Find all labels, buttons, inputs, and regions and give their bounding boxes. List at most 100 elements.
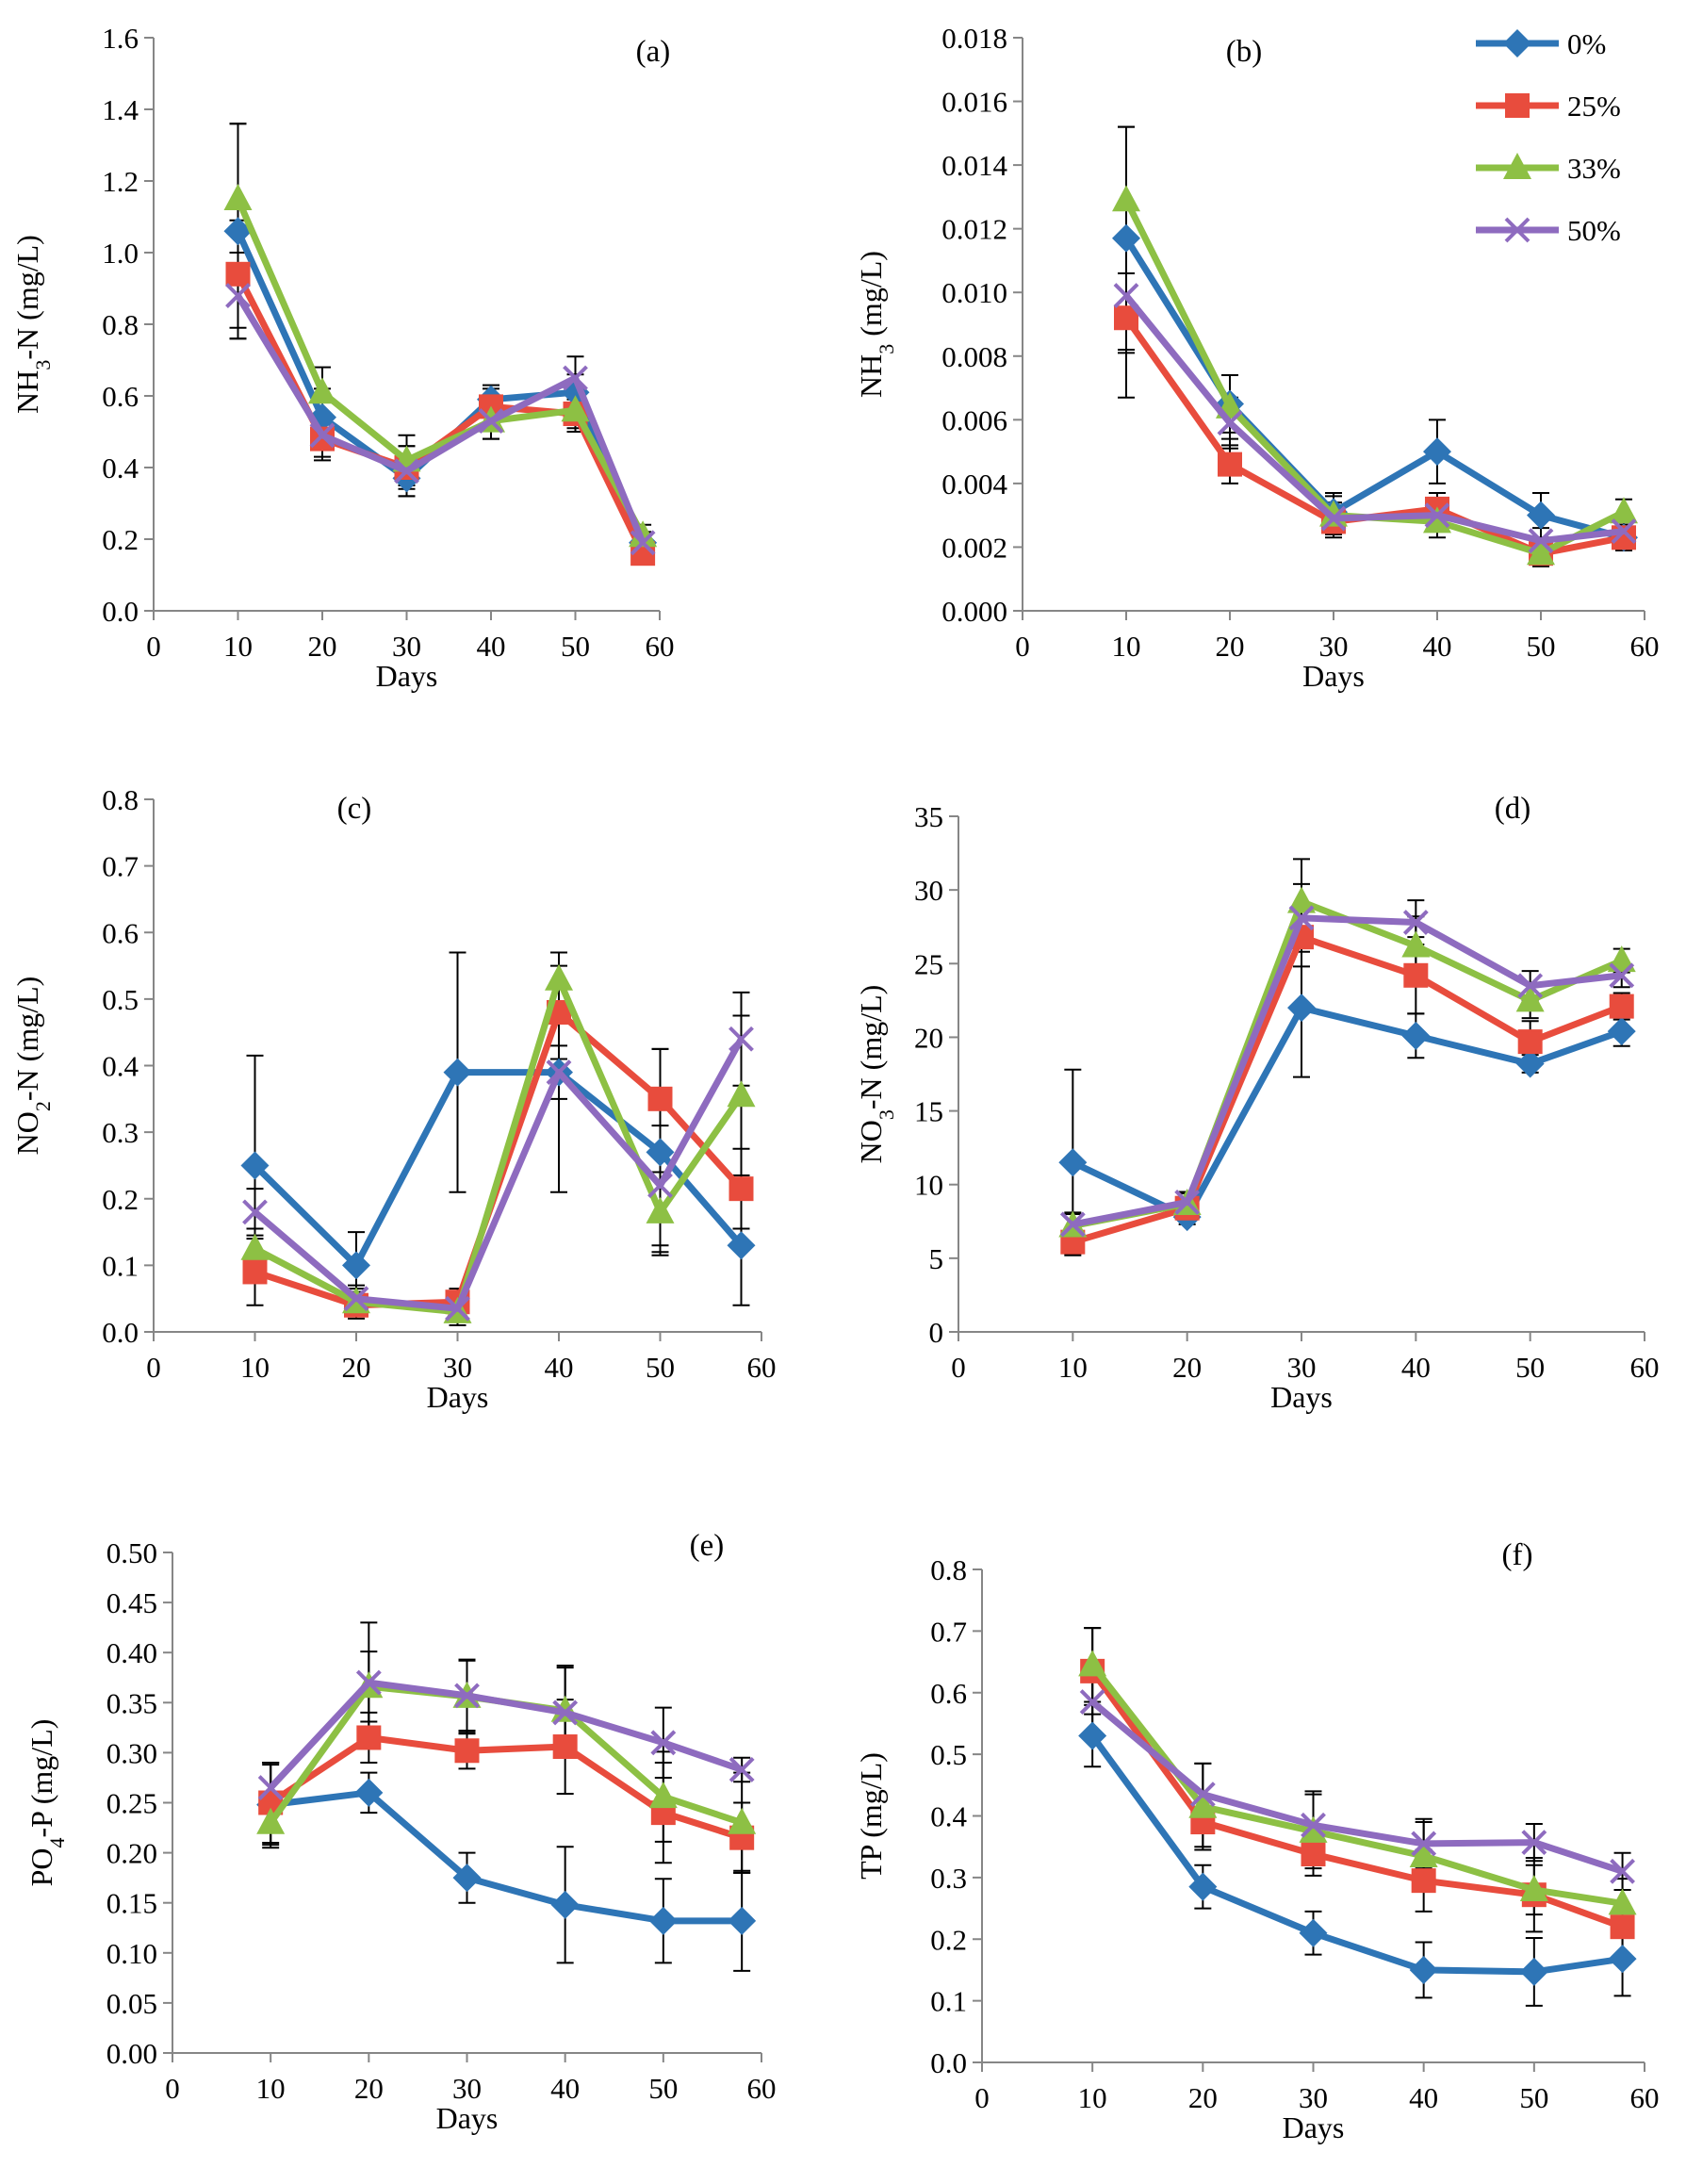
x-tick-label: 50 bbox=[1515, 1351, 1545, 1384]
data-point-0pct bbox=[1409, 1955, 1438, 1984]
data-point-50pct bbox=[394, 458, 419, 484]
data-point-50pct bbox=[1059, 1211, 1086, 1238]
data-point-33pct bbox=[1299, 1815, 1328, 1843]
y-tick-label: 0.016 bbox=[941, 86, 1007, 119]
y-tick-label: 0.2 bbox=[930, 1923, 967, 1956]
data-point-25pct bbox=[1218, 452, 1242, 477]
panel-label: (c) bbox=[337, 792, 372, 826]
data-point-50pct bbox=[546, 1059, 572, 1085]
y-axis-title-main: NO bbox=[10, 1111, 44, 1155]
data-point-50pct bbox=[1528, 528, 1554, 554]
data-point-0pct bbox=[727, 1231, 756, 1260]
y-tick-label: 0.00 bbox=[106, 2037, 157, 2070]
x-tick-label: 60 bbox=[1630, 1351, 1660, 1384]
legend-label: 0% bbox=[1567, 27, 1606, 60]
x-tick-label: 60 bbox=[747, 2072, 777, 2105]
legend-label: 33% bbox=[1567, 152, 1621, 185]
data-point-50pct bbox=[1113, 283, 1139, 309]
data-point-0pct bbox=[1058, 1148, 1088, 1177]
data-point-33pct bbox=[728, 1807, 757, 1834]
data-point-50pct bbox=[445, 1295, 470, 1322]
y-axis-title: NO2-N (mg/L) bbox=[10, 977, 55, 1156]
x-tick-label: 30 bbox=[1299, 2081, 1328, 2114]
x-tick-label: 30 bbox=[1319, 630, 1349, 663]
y-tick-label: 0.20 bbox=[106, 1837, 157, 1870]
series-line-25pct bbox=[269, 1733, 744, 1842]
x-tick-label: 0 bbox=[1015, 630, 1030, 663]
y-tick-label: 25 bbox=[914, 947, 943, 980]
x-tick-label: 10 bbox=[1058, 1351, 1088, 1384]
data-point-50pct bbox=[630, 530, 656, 556]
x-tick-label: 30 bbox=[452, 2072, 482, 2105]
y-axis-title-main: TP (mg/L) bbox=[854, 1752, 888, 1880]
panel-label: (b) bbox=[1226, 35, 1262, 69]
x-tick-label: 20 bbox=[1172, 1351, 1202, 1384]
data-point-33pct bbox=[1527, 538, 1555, 566]
panel-label: (d) bbox=[1495, 792, 1530, 826]
data-point-0pct bbox=[1515, 1049, 1545, 1078]
series-line-50pct bbox=[1123, 293, 1625, 545]
panel-label: (e) bbox=[690, 1529, 725, 1563]
y-tick-label: 0.40 bbox=[106, 1636, 157, 1669]
data-point-50pct bbox=[1611, 518, 1637, 544]
x-tick-label: 40 bbox=[1423, 630, 1452, 663]
x-tick-label: 60 bbox=[747, 1351, 777, 1384]
x-axis-title: Days bbox=[376, 659, 438, 693]
data-point-33pct bbox=[1112, 185, 1140, 212]
x-axis-title: Days bbox=[1270, 1380, 1333, 1414]
y-tick-label: 0.50 bbox=[106, 1536, 157, 1569]
data-point-0pct bbox=[240, 1151, 270, 1180]
x-tick-label: 10 bbox=[1078, 2081, 1107, 2114]
y-axis-title-subscript: 2 bbox=[31, 1101, 55, 1111]
data-point-33pct bbox=[308, 377, 336, 404]
y-tick-label: 1.0 bbox=[102, 237, 139, 270]
x-tick-label: 50 bbox=[646, 1351, 675, 1384]
data-point-33pct bbox=[223, 184, 253, 210]
data-point-50pct bbox=[1610, 1858, 1635, 1884]
y-axis-title-unit: -N (mg/L) bbox=[854, 985, 888, 1109]
chart-panel-3: 0.0 0.1 0.2 0.3 0.4 0.5 0.6 0.7 0.8 0 10 20 30 40 50 60… bbox=[10, 783, 777, 1414]
data-point-50pct bbox=[242, 1199, 268, 1225]
data-point-33pct bbox=[1287, 886, 1316, 913]
y-tick-label: 0.25 bbox=[106, 1787, 157, 1820]
x-tick-label: 20 bbox=[308, 630, 337, 663]
y-tick-label: 10 bbox=[914, 1169, 943, 1202]
panel-label: (f) bbox=[1502, 1538, 1533, 1572]
y-axis-title: TP (mg/L) bbox=[854, 1752, 888, 1880]
data-point-33pct bbox=[1409, 1840, 1438, 1867]
y-tick-label: 0.000 bbox=[941, 595, 1007, 628]
y-tick-label: 0.8 bbox=[102, 308, 139, 341]
data-point-33pct bbox=[1078, 1650, 1107, 1677]
legend-item-50pct: 50% bbox=[1476, 214, 1621, 247]
legend-item-33pct: 33% bbox=[1476, 152, 1621, 185]
data-point-25pct bbox=[356, 1725, 382, 1750]
x-tick-label: 0 bbox=[951, 1351, 966, 1384]
x-tick-label: 30 bbox=[443, 1351, 472, 1384]
x-tick-label: 40 bbox=[1401, 1351, 1431, 1384]
y-tick-label: 1.2 bbox=[102, 165, 139, 198]
data-point-50pct bbox=[1411, 1831, 1437, 1857]
data-point-0pct bbox=[1519, 1957, 1548, 1986]
data-point-25pct bbox=[647, 1086, 673, 1111]
data-point-33pct bbox=[1607, 945, 1636, 973]
data-point-50pct bbox=[728, 1757, 755, 1782]
y-tick-label: 0.1 bbox=[930, 1985, 967, 2018]
data-point-25pct bbox=[728, 1176, 754, 1202]
data-point-50pct bbox=[1320, 505, 1347, 532]
data-point-33pct bbox=[1188, 1791, 1218, 1818]
y-tick-label: 1.4 bbox=[102, 93, 139, 126]
data-point-50pct bbox=[1424, 502, 1450, 529]
data-point-50pct bbox=[355, 1669, 382, 1696]
y-tick-label: 0.10 bbox=[106, 1937, 157, 1970]
x-tick-label: 0 bbox=[165, 2072, 180, 2105]
data-point-0pct bbox=[1188, 1872, 1218, 1901]
y-tick-label: 0.008 bbox=[941, 340, 1007, 373]
x-tick-label: 10 bbox=[1112, 630, 1141, 663]
data-point-50pct bbox=[552, 1700, 579, 1726]
series-line-50pct bbox=[1072, 914, 1623, 1228]
x-tick-label: 50 bbox=[1527, 630, 1556, 663]
chart-panel-2: 0.000 0.002 0.004 0.006 0.008 0.010 0.012 0.014… bbox=[854, 22, 1660, 693]
data-point-33pct bbox=[1423, 506, 1451, 534]
chart-panel-4: 0 5 10 15 20 25 30 35 0 10 20 30 40 50 60 Days NO3-N (mg… bbox=[854, 792, 1660, 1414]
y-axis-title-subscript: 4 bbox=[45, 1838, 69, 1848]
